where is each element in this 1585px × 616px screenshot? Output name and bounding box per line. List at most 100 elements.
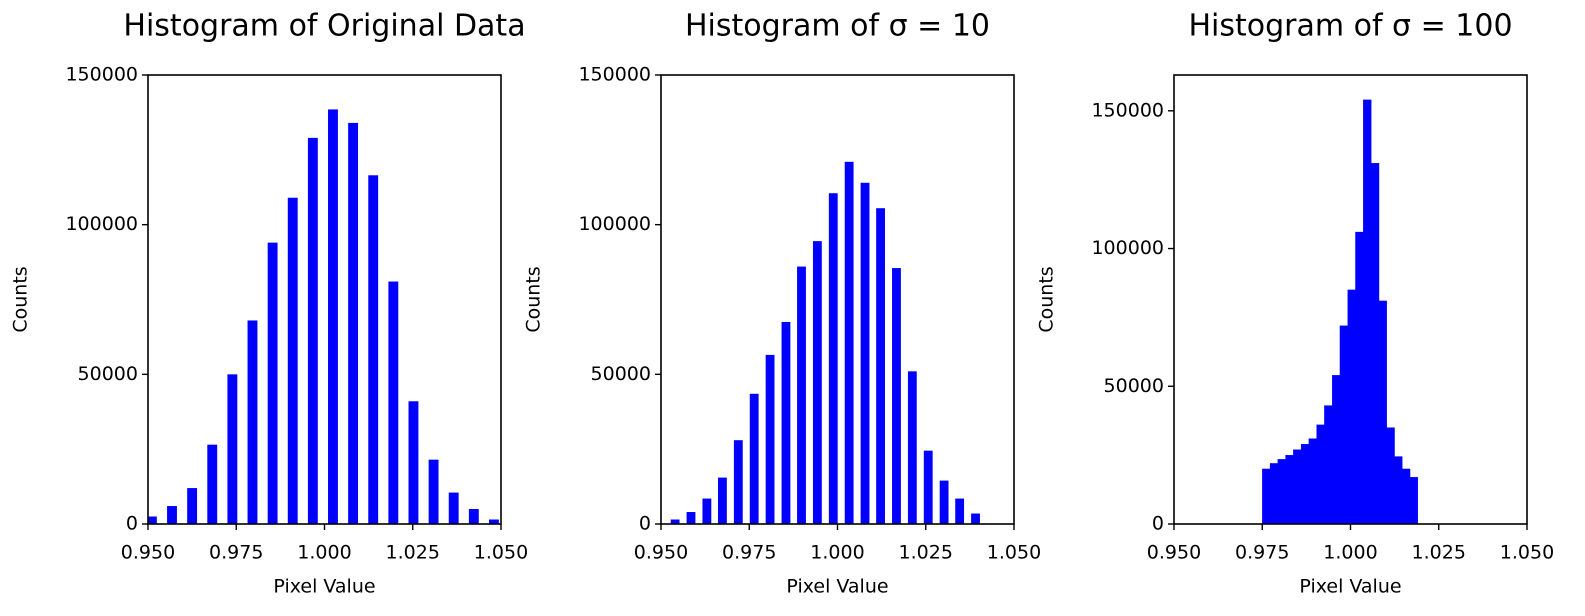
y-axis-label: Counts [1036, 266, 1058, 332]
panel: 0 50000 100000 150000 0.950 0.975 1.000 1.025 1.… [523, 9, 1042, 598]
bar [1339, 325, 1349, 524]
x-tick-label: 1.000 [297, 542, 351, 564]
bar [148, 516, 157, 524]
y-tick-label: 100000 [65, 213, 138, 235]
bar [971, 513, 980, 524]
y-tick-label: 150000 [65, 64, 138, 86]
bar [907, 371, 917, 524]
bar [287, 197, 298, 524]
panel: 0 50000 100000 150000 0.950 0.975 1.000 1.025 1.… [1036, 9, 1555, 598]
bar [207, 444, 218, 524]
x-tick-label: 0.975 [722, 542, 776, 564]
bar [1308, 438, 1318, 524]
bar [860, 182, 870, 524]
chart-title: Histogram of σ = 100 [1188, 9, 1512, 44]
bar [1331, 375, 1341, 524]
bar [670, 519, 680, 524]
bar [733, 440, 743, 524]
x-tick-label: 0.950 [1147, 542, 1201, 564]
bar [686, 512, 696, 524]
x-axis-label: Pixel Value [273, 576, 375, 598]
x-tick-label: 0.975 [1235, 542, 1289, 564]
bar [468, 509, 479, 524]
bar [368, 175, 379, 524]
y-tick-label: 50000 [591, 363, 651, 385]
y-tick-label: 50000 [1104, 375, 1164, 397]
y-tick-label: 0 [639, 513, 651, 535]
x-tick-label: 0.950 [634, 542, 688, 564]
axes-frame [147, 74, 502, 525]
bar [428, 459, 439, 524]
bar [749, 393, 759, 524]
bar [718, 477, 727, 524]
x-axis-label: Pixel Value [786, 576, 888, 598]
x-tick-label: 1.050 [1500, 542, 1554, 564]
bar [227, 374, 238, 524]
bar [765, 354, 775, 524]
bars [148, 109, 499, 524]
bar [702, 498, 712, 524]
bar [247, 320, 258, 524]
bar [1386, 427, 1395, 524]
bar [1293, 449, 1302, 524]
bar [828, 193, 838, 524]
bar [1269, 463, 1279, 524]
bar [1378, 300, 1387, 524]
bar [892, 268, 901, 524]
bar [1262, 468, 1271, 524]
panel: 0 50000 100000 150000 0.950 0.975 1.000 1.025 1.… [10, 9, 529, 598]
bar [448, 492, 459, 524]
chart-title: Histogram of σ = 10 [685, 9, 990, 44]
bar [844, 161, 854, 524]
y-tick-label: 150000 [578, 64, 651, 86]
bar [348, 122, 359, 524]
bar [307, 137, 318, 524]
bar [1285, 454, 1294, 524]
x-tick-label: 1.025 [899, 542, 953, 564]
bar [1363, 99, 1372, 524]
bar [328, 109, 338, 524]
y-axis-label: Counts [10, 266, 32, 332]
bar [1347, 289, 1356, 524]
x-tick-label: 0.975 [209, 542, 263, 564]
y-tick-label: 150000 [1091, 99, 1164, 121]
bar [1277, 459, 1286, 524]
y-tick-label: 0 [126, 513, 138, 535]
bar [876, 208, 885, 524]
bars [1262, 99, 1419, 524]
bar [1324, 405, 1333, 524]
bar [1401, 468, 1411, 524]
y-tick-label: 100000 [578, 213, 651, 235]
x-tick-label: 1.025 [1412, 542, 1466, 564]
x-tick-label: 1.025 [386, 542, 440, 564]
bar [388, 281, 399, 524]
x-tick-label: 1.050 [987, 542, 1041, 564]
bar [797, 266, 806, 524]
bar [167, 506, 177, 524]
bar [187, 488, 198, 524]
y-tick-label: 50000 [78, 363, 138, 385]
bar [488, 519, 499, 524]
bar [1409, 477, 1419, 524]
bar [408, 401, 419, 524]
bar [1355, 231, 1364, 524]
y-axis-label: Counts [523, 266, 545, 332]
bar [955, 498, 965, 524]
bar [781, 321, 791, 524]
chart-title: Histogram of Original Data [123, 9, 525, 44]
x-tick-label: 1.000 [810, 542, 864, 564]
bar [267, 242, 278, 524]
y-tick-label: 0 [1152, 513, 1164, 535]
bar [1300, 443, 1310, 524]
bar [812, 241, 822, 524]
x-tick-label: 1.000 [1323, 542, 1377, 564]
x-tick-label: 1.050 [474, 542, 528, 564]
y-tick-label: 100000 [1091, 237, 1164, 259]
bar [939, 480, 949, 524]
bar [923, 450, 933, 524]
bar [1370, 162, 1380, 524]
x-axis-label: Pixel Value [1299, 576, 1401, 598]
bar [1316, 424, 1325, 524]
bars [670, 161, 980, 524]
